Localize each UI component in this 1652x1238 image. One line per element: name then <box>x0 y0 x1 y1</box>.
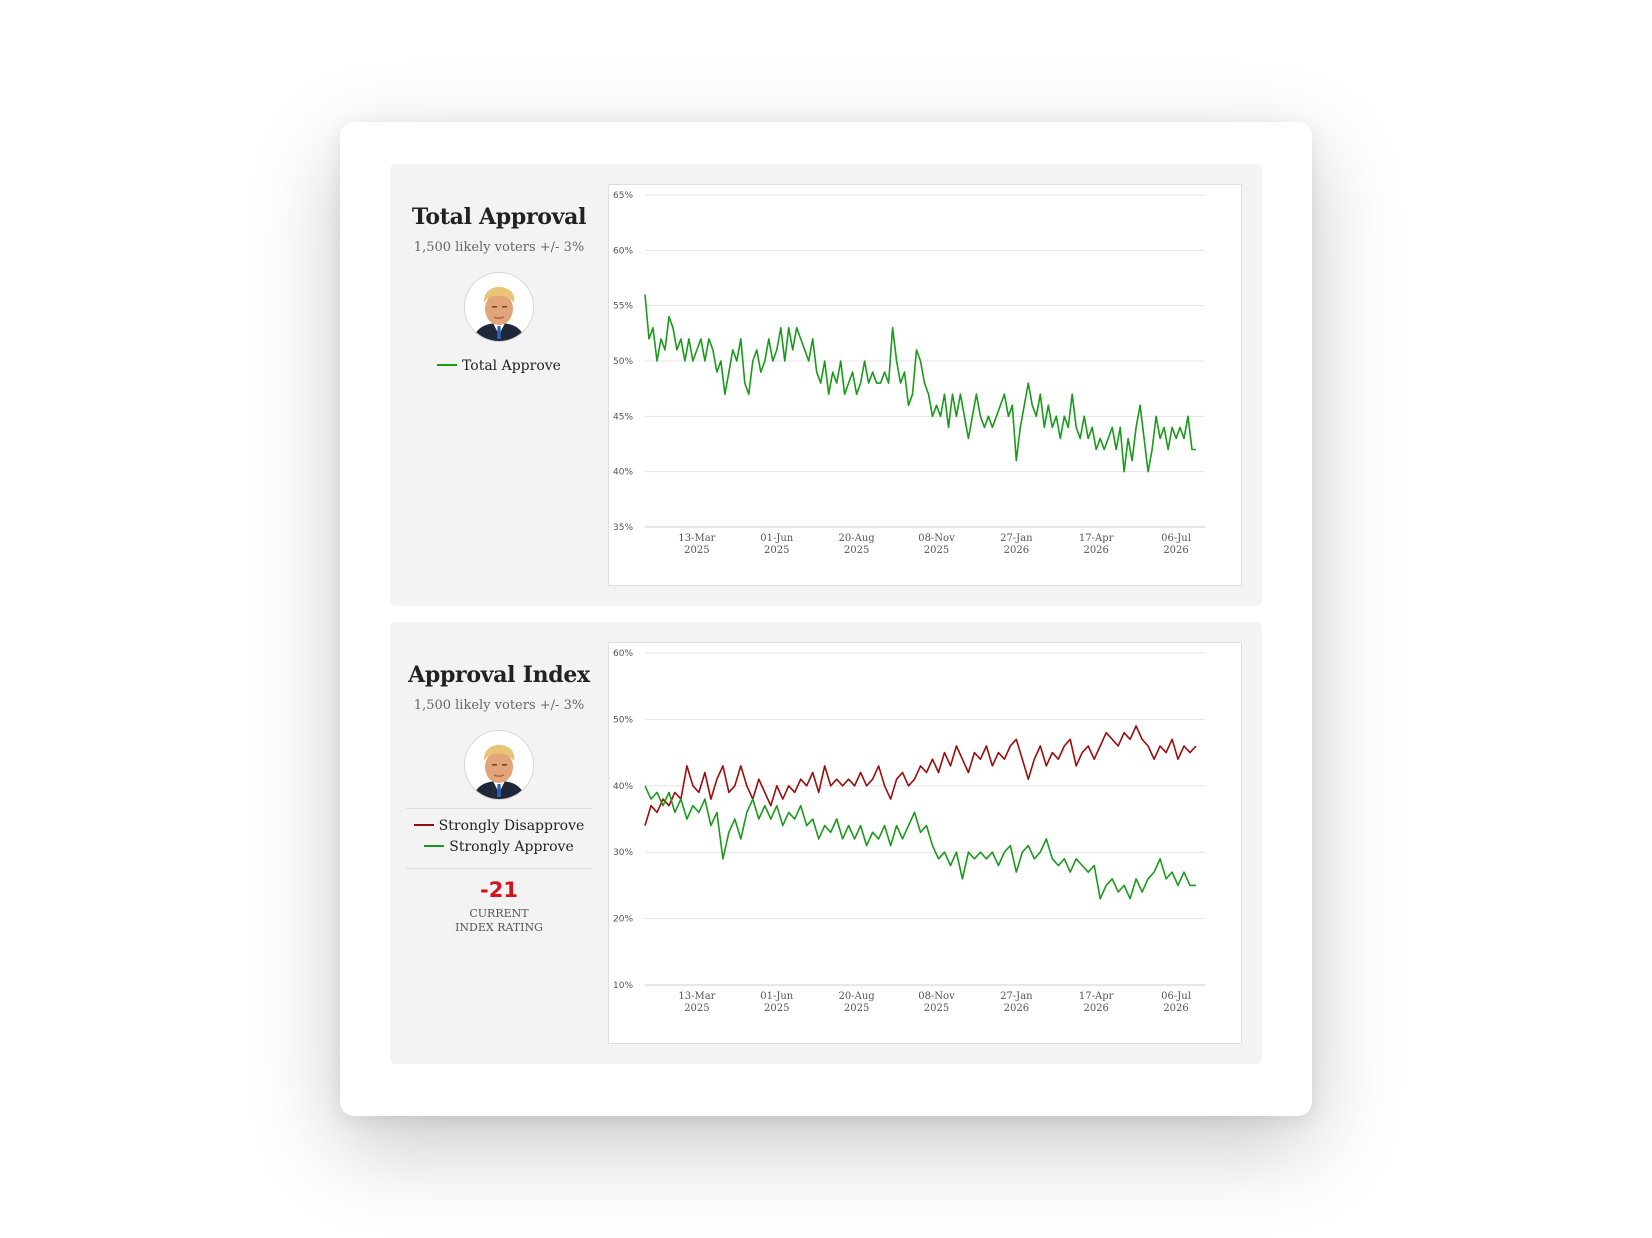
approval-index-x-tick-label: 06-Jul 2026 <box>1161 991 1191 1014</box>
approval-index-sidebar: Approval Index 1,500 likely voters +/- 3… <box>390 622 608 1064</box>
total-approval-y-tick-label: 40% <box>613 468 633 478</box>
total-approval-panel: Total Approval 1,500 likely voters +/- 3… <box>390 164 1262 606</box>
total-approval-chart: 35% 40% 45% 50% 55% 60% 65% 13-Mar 2025 01-Jun 202… <box>608 184 1242 586</box>
approval-index-y-tick-label: 40% <box>613 782 633 792</box>
approval-index-y-tick-label: 20% <box>613 915 633 925</box>
total-approval-y-tick-label: 60% <box>613 246 633 256</box>
approval-index-chart-svg: 10% 20% 30% 40% 50% 60% 13-Mar 2025 01-Jun 2025 20… <box>613 649 1205 1014</box>
total-approval-y-tick-label: 50% <box>613 357 633 367</box>
legend-label: Strongly Disapprove <box>438 818 585 834</box>
total-approval-x-tick-label: 01-Jun 2025 <box>760 533 794 556</box>
total-approval-y-tick-label: 35% <box>613 523 633 533</box>
approval-index-chart: 10% 20% 30% 40% 50% 60% 13-Mar 2025 01-Jun 2025 20… <box>608 642 1242 1044</box>
approval-index-y-tick-label: 30% <box>613 848 633 858</box>
approval-index-series-line-strongly-approve <box>644 785 1196 900</box>
legend-line-icon <box>424 845 445 847</box>
total-approval-x-tick-label: 27-Jan 2026 <box>1000 533 1033 556</box>
divider <box>406 808 592 809</box>
legend-line-icon <box>413 824 434 826</box>
total-approval-x-tick-label: 17-Apr 2026 <box>1079 533 1114 556</box>
legend-item-strongly-approve: Strongly Approve <box>390 837 608 858</box>
total-approval-x-tick-label: 20-Aug 2025 <box>839 533 876 556</box>
chart-legend: Total Approve <box>390 356 608 377</box>
divider <box>406 868 592 869</box>
total-approval-x-tick-label: 08-Nov 2025 <box>918 533 955 556</box>
legend-line-icon <box>437 364 458 366</box>
panel-subtitle: 1,500 likely voters +/- 3% <box>413 240 585 255</box>
total-approval-series-line-total-approve <box>644 294 1196 473</box>
current-index-label: CURRENT INDEX RATING <box>455 907 543 934</box>
total-approval-sidebar: Total Approval 1,500 likely voters +/- 3… <box>390 164 608 606</box>
total-approval-x-tick-label: 13-Mar 2025 <box>678 533 715 556</box>
total-approval-y-tick-label: 45% <box>613 412 633 422</box>
portrait-photo-icon <box>464 730 534 800</box>
approval-index-x-tick-label: 01-Jun 2025 <box>760 991 794 1014</box>
poll-card: Total Approval 1,500 likely voters +/- 3… <box>340 122 1312 1116</box>
approval-index-x-tick-label: 17-Apr 2026 <box>1079 991 1114 1014</box>
legend-label: Strongly Approve <box>449 839 574 855</box>
approval-index-panel: Approval Index 1,500 likely voters +/- 3… <box>390 622 1262 1064</box>
legend-item-total-approve: Total Approve <box>390 356 608 377</box>
approval-index-x-tick-label: 20-Aug 2025 <box>839 991 876 1014</box>
approval-index-series-line-strongly-disapprove <box>644 725 1197 826</box>
panel-title: Approval Index <box>408 662 590 688</box>
legend-item-strongly-disapprove: Strongly Disapprove <box>390 816 608 837</box>
total-approval-y-tick-label: 55% <box>613 302 633 312</box>
approval-index-y-tick-label: 10% <box>613 981 633 991</box>
chart-legend: Strongly Disapprove Strongly Approve <box>390 816 608 858</box>
total-approval-chart-svg: 35% 40% 45% 50% 55% 60% 65% 13-Mar 2025 01-Jun 202… <box>613 191 1205 556</box>
total-approval-y-tick-label: 65% <box>613 191 633 201</box>
total-approval-x-tick-label: 06-Jul 2026 <box>1161 533 1191 556</box>
approval-index-y-tick-label: 50% <box>613 715 633 725</box>
legend-label: Total Approve <box>462 358 561 374</box>
approval-index-x-tick-label: 08-Nov 2025 <box>918 991 955 1014</box>
panel-title: Total Approval <box>411 204 587 230</box>
approval-index-x-tick-label: 13-Mar 2025 <box>678 991 715 1014</box>
approval-index-y-tick-label: 60% <box>613 649 633 659</box>
portrait-photo-icon <box>464 272 534 342</box>
current-index-value: -21 <box>480 878 518 902</box>
panel-subtitle: 1,500 likely voters +/- 3% <box>413 698 585 713</box>
approval-index-x-tick-label: 27-Jan 2026 <box>1000 991 1033 1014</box>
